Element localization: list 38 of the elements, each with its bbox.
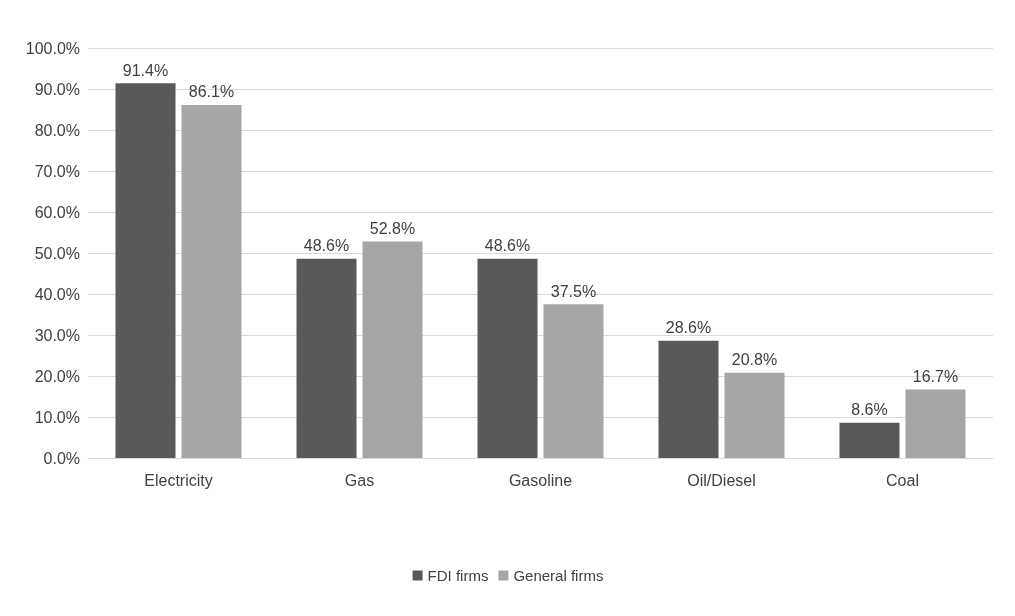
bar — [658, 340, 719, 458]
y-tick-label: 10.0% — [34, 408, 80, 426]
y-tick-label: 40.0% — [34, 285, 80, 303]
bar — [839, 422, 900, 458]
bar — [477, 258, 538, 458]
x-tick-label: Gasoline — [508, 471, 573, 489]
bar — [296, 258, 357, 458]
y-tick-label: 0.0% — [43, 449, 80, 467]
y-tick-label: 50.0% — [34, 244, 80, 262]
data-label: 37.5% — [550, 282, 597, 300]
data-label: 8.6% — [851, 401, 888, 419]
x-tick-label: Coal — [886, 471, 919, 489]
y-tick-label: 100.0% — [25, 39, 80, 57]
y-tick-label: 30.0% — [34, 326, 80, 344]
legend-label: FDI firms — [427, 567, 489, 584]
data-label: 52.8% — [369, 220, 416, 238]
legend-label: General firms — [513, 567, 604, 584]
bar — [115, 83, 176, 458]
y-tick-label: 20.0% — [34, 367, 80, 385]
x-tick-label: Gas — [344, 471, 375, 489]
data-label: 86.1% — [188, 83, 235, 101]
y-tick-label: 60.0% — [34, 203, 80, 221]
y-tick-label: 70.0% — [34, 162, 80, 180]
y-tick-label: 80.0% — [34, 121, 80, 139]
data-label: 20.8% — [731, 351, 778, 369]
data-label: 48.6% — [484, 237, 531, 255]
bar — [362, 241, 423, 458]
x-tick-label: Electricity — [144, 471, 213, 489]
data-label: 48.6% — [303, 237, 350, 255]
data-label: 28.6% — [665, 319, 712, 337]
bar — [905, 389, 966, 458]
data-label: 91.4% — [122, 61, 169, 79]
bar — [181, 104, 242, 458]
x-tick-label: Oil/Diesel — [687, 471, 756, 489]
y-tick-label: 90.0% — [34, 80, 80, 98]
bar — [724, 372, 785, 458]
data-label: 16.7% — [912, 368, 959, 386]
bar — [543, 304, 604, 458]
